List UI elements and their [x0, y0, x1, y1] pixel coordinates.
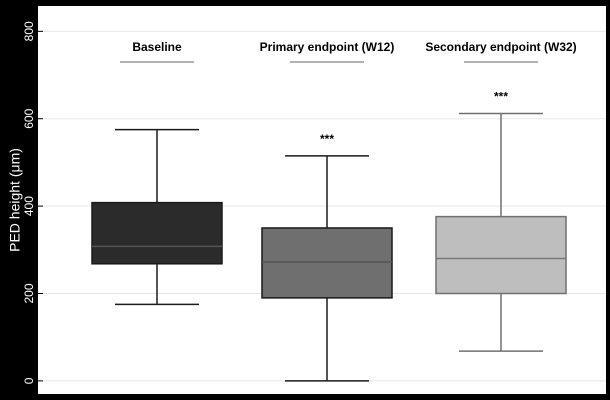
y-tick-label: 0 [22, 377, 36, 384]
y-axis-label: PED height (μm) [7, 148, 23, 252]
y-tick-label: 600 [22, 108, 36, 128]
legend-label: Secondary endpoint (W32) [425, 40, 576, 54]
plot-area [38, 6, 606, 394]
y-tick-label: 200 [22, 283, 36, 303]
legend-label: Primary endpoint (W12) [260, 40, 395, 54]
y-tick-label: 800 [22, 21, 36, 41]
significance: *** [494, 90, 508, 104]
box [435, 215, 567, 295]
y-tick-label: 400 [22, 196, 36, 216]
legend-label: Baseline [132, 40, 182, 54]
significance: *** [320, 132, 334, 146]
box [91, 201, 223, 265]
box [261, 227, 393, 299]
